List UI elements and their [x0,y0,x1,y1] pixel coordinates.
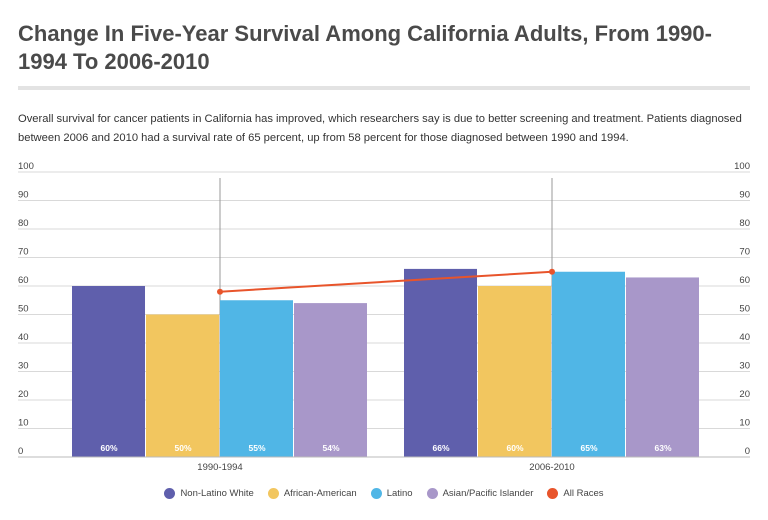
bar [72,286,145,457]
bar-data-label: 63% [654,443,671,453]
legend-swatch [547,488,559,499]
bar [626,277,699,457]
chart-subtitle: Overall survival for cancer patients in … [18,113,742,144]
chart-title: Change In Five-Year Survival Among Calif… [18,21,712,74]
legend-item: Non-Latino White [164,488,254,499]
bar-data-label: 50% [174,443,191,453]
y-tick-label-left: 80 [18,218,29,229]
all-races-point [549,268,555,275]
y-tick-label-right: 90 [739,190,750,201]
bar [552,271,625,457]
y-tick-label-right: 50 [739,304,750,315]
y-tick-label-right: 60 [739,275,750,286]
y-tick-label-left: 10 [18,418,29,429]
legend-label: Non-Latino White [180,488,254,499]
bar-data-label: 54% [322,443,339,453]
legend-label: Latino [386,488,413,499]
bar [294,303,367,457]
legend-item: Latino [370,488,413,499]
bar-data-label: 60% [100,443,117,453]
y-tick-label-left: 0 [18,446,23,457]
bar-data-label: 65% [580,443,597,453]
legend-item: All Races [547,488,604,499]
legend-item: African-American [267,488,357,499]
y-tick-label-right: 0 [745,446,750,457]
y-tick-label-right: 100 [734,161,750,172]
bar-data-label: 55% [248,443,265,453]
y-tick-label-left: 70 [18,247,29,258]
legend-swatch [426,488,438,499]
y-tick-label-left: 50 [18,304,29,315]
legend-label: Asian/Pacific Islander [442,488,534,499]
y-tick-label-left: 100 [18,161,34,172]
all-races-line [219,270,553,293]
legend-item: Asian/Pacific Islander [426,488,534,499]
x-tick-label: 2006-2010 [529,462,574,473]
legend-label: All Races [563,488,604,499]
y-tick-label-left: 40 [18,332,29,343]
legend-swatch [370,488,382,499]
y-tick-label-right: 20 [739,389,750,400]
bar [220,300,293,457]
y-tick-label-right: 40 [739,332,750,343]
y-tick-label-right: 70 [739,247,750,258]
x-tick-label: 1990-1994 [197,462,242,473]
chart-legend: Non-Latino White African-American Latino As… [0,488,768,499]
legend-swatch [164,488,176,499]
legend-label: African-American [283,488,357,499]
bar-data-label: 66% [432,443,449,453]
bar-data-label: 60% [506,443,523,453]
y-tick-label-right: 80 [739,218,750,229]
y-tick-label-left: 30 [18,361,29,372]
bar [478,286,551,457]
title-divider [18,86,750,90]
all-races-point [217,288,223,295]
bar [146,314,219,457]
bar [404,268,477,457]
y-tick-label-left: 90 [18,190,29,201]
legend-swatch [267,488,279,499]
y-tick-label-left: 60 [18,275,29,286]
y-tick-label-left: 20 [18,389,29,400]
y-tick-label-right: 30 [739,361,750,372]
y-tick-label-right: 10 [739,418,750,429]
